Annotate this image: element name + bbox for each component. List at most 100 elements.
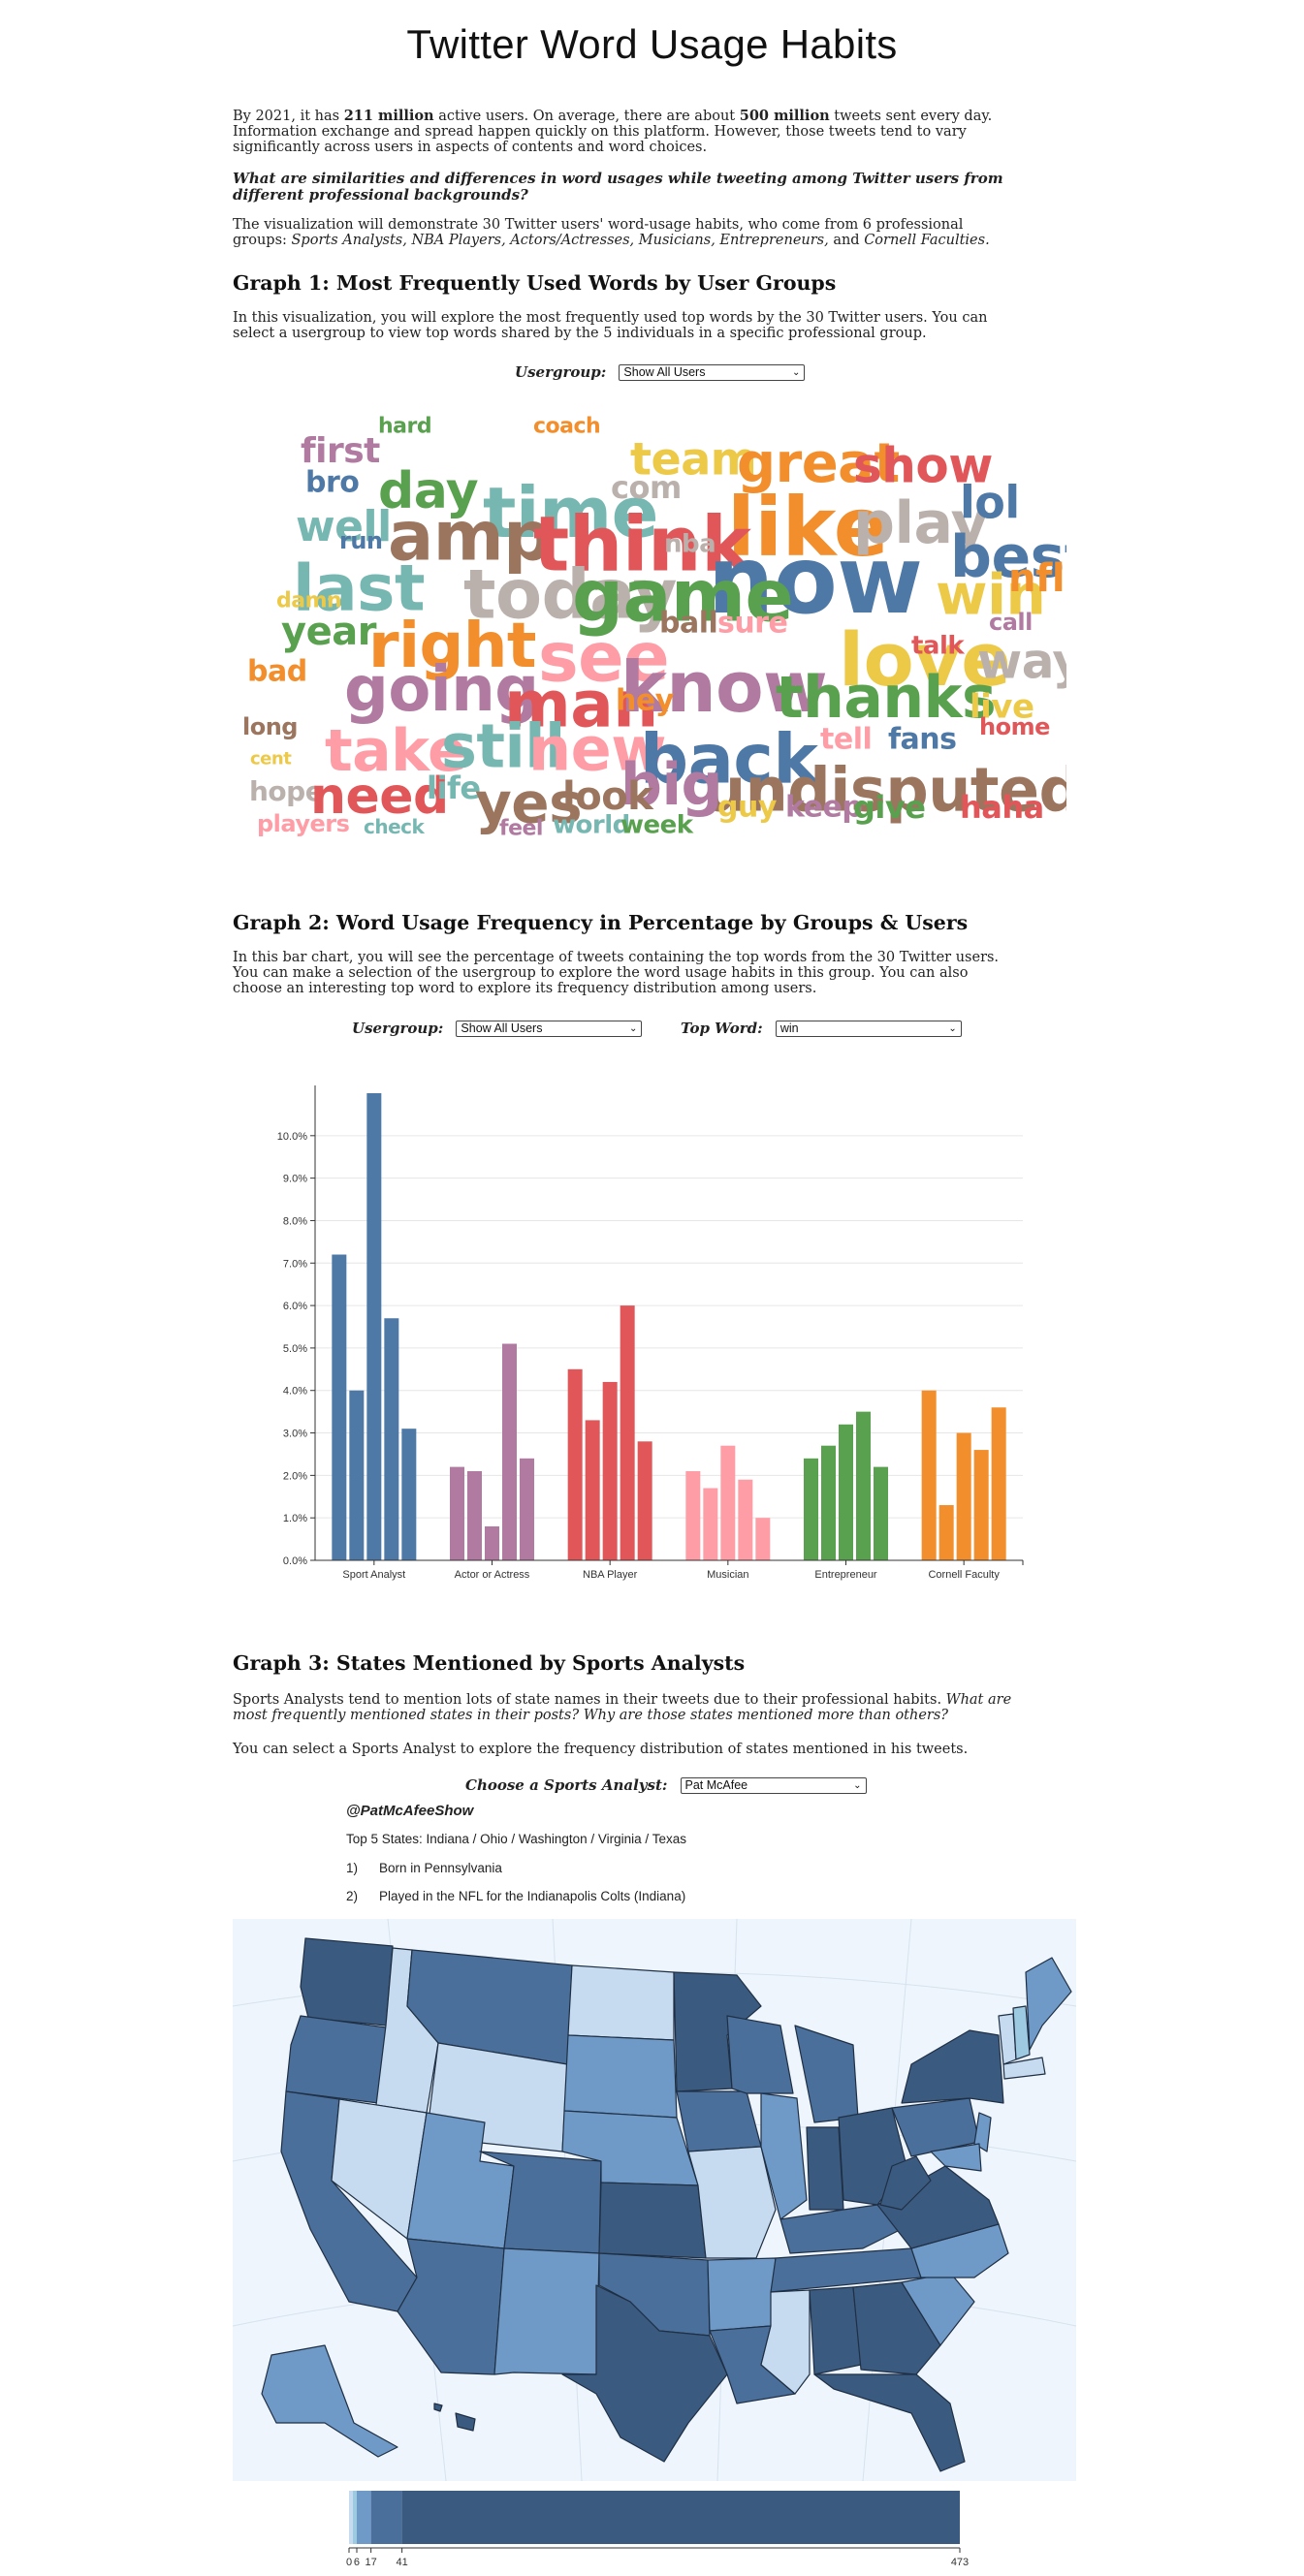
bar[interactable] — [366, 1093, 382, 1560]
cloud-word-hard: hard — [378, 415, 431, 439]
top-states: Top 5 States: Indiana / Ohio / Washingto… — [346, 1832, 686, 1846]
cloud-word-team: team — [630, 433, 756, 486]
y-tick-label: 6.0% — [283, 1301, 307, 1312]
analyst-handle: @PatMcAfeeShow — [346, 1803, 474, 1819]
cloud-word-talk: talk — [911, 632, 965, 661]
usergroup-select[interactable]: Show All Users ⌄ — [456, 1021, 643, 1037]
usergroup-select[interactable]: Show All Users ⌄ — [619, 364, 806, 381]
cloud-word-still: still — [441, 711, 565, 782]
cloud-word-players: players — [257, 810, 350, 837]
graph3-description: Sports Analysts tend to mention lots of … — [233, 1692, 1012, 1723]
topword-select[interactable]: win ⌄ — [775, 1021, 962, 1037]
graph3-heading: Graph 3: States Mentioned by Sports Anal… — [233, 1651, 746, 1675]
state-new-hampshire — [1012, 2005, 1031, 2060]
cloud-word-year: year — [281, 610, 377, 654]
bar[interactable] — [685, 1470, 701, 1560]
bar[interactable] — [821, 1445, 836, 1560]
bar[interactable] — [874, 1466, 888, 1560]
topword-label: Top Word: — [681, 1020, 763, 1037]
cloud-word-home: home — [979, 713, 1050, 740]
state-georgia — [852, 2281, 941, 2375]
bar[interactable] — [401, 1429, 417, 1560]
bar[interactable] — [755, 1518, 771, 1560]
bar[interactable] — [384, 1318, 399, 1560]
map-legend: 0 6 17 41 473 — [346, 2491, 969, 2568]
chevron-down-icon: ⌄ — [853, 1780, 862, 1791]
analyst-select[interactable]: Pat McAfee ⌄ — [680, 1777, 867, 1794]
cloud-word-nfl: nfl — [1008, 556, 1065, 601]
bar[interactable] — [485, 1525, 499, 1560]
bar[interactable] — [991, 1407, 1006, 1560]
cloud-word-haha: haha — [960, 789, 1044, 826]
bar[interactable] — [349, 1390, 365, 1560]
cloud-word-sure: sure — [717, 607, 787, 641]
state-new-jersey — [973, 2112, 992, 2152]
cloud-word-give: give — [853, 789, 925, 826]
state-michigan — [794, 2025, 859, 2123]
cloud-word-guy: guy — [717, 791, 778, 825]
bar[interactable] — [973, 1450, 989, 1560]
cloud-word-hey: hey — [616, 684, 675, 718]
state-texas — [561, 2284, 728, 2463]
bar[interactable] — [620, 1305, 635, 1560]
usergroup-label: Usergroup: — [352, 1020, 444, 1037]
bar[interactable] — [738, 1479, 753, 1560]
bar[interactable] — [567, 1368, 583, 1560]
bar[interactable] — [956, 1432, 971, 1560]
cloud-word-game: game — [572, 555, 793, 639]
note-item: 2) Played in the NFL for the Indianapolis… — [346, 1889, 686, 1903]
cloud-word-back: back — [640, 720, 819, 800]
usergroup-label: Usergroup: — [515, 363, 607, 381]
state-iowa — [676, 2090, 762, 2152]
cloud-word-think: think — [533, 502, 753, 589]
bar[interactable] — [921, 1390, 937, 1560]
legend-tick-label: 473 — [951, 2557, 969, 2568]
bar-chart: 0.0% 1.0% 2.0% 3.0% 4.0% 5.0% 6.0% 7.0% 8.0% 9.0%… — [277, 1085, 1024, 1581]
cloud-word-love: love — [839, 616, 1010, 703]
cloud-word-now: now — [708, 526, 922, 635]
bar[interactable] — [856, 1411, 871, 1560]
state-alaska — [261, 2344, 398, 2458]
bar[interactable] — [602, 1381, 618, 1560]
cloud-word-feel: feel — [499, 817, 543, 841]
bar[interactable] — [839, 1424, 853, 1560]
y-tick-label: 10.0% — [277, 1131, 307, 1143]
bar[interactable] — [467, 1470, 482, 1560]
cloud-word-know: know — [620, 646, 827, 728]
cloud-word-check: check — [364, 815, 426, 838]
cloud-word-way: way — [977, 634, 1066, 690]
y-tick-label: 7.0% — [283, 1258, 307, 1270]
bar[interactable] — [450, 1466, 464, 1560]
legend-band — [356, 2491, 371, 2544]
cloud-word-damn: damn — [276, 589, 341, 613]
cloud-word-win: win — [936, 562, 1045, 628]
cloud-word-hope: hope — [249, 775, 323, 807]
bar[interactable] — [804, 1458, 818, 1560]
note-item: 1) Born in Pennsylvania — [346, 1861, 502, 1875]
cloud-word-run: run — [339, 527, 383, 554]
intro-paragraph: By 2021, it has 211 million active users… — [233, 108, 993, 156]
bar[interactable] — [332, 1254, 347, 1560]
bar[interactable] — [585, 1420, 600, 1560]
cloud-word-great: great — [737, 432, 900, 495]
state-indiana — [806, 2126, 844, 2211]
cloud-word-right: right — [368, 611, 536, 682]
research-question: What are similarities and differences in… — [233, 170, 1003, 204]
bar[interactable] — [502, 1343, 517, 1560]
graph1-usergroup-control: Usergroup: Show All Users ⌄ — [515, 362, 806, 381]
cloud-word-see: see — [538, 618, 669, 698]
state-florida — [813, 2373, 966, 2472]
state-kansas — [598, 2182, 707, 2259]
bar[interactable] — [637, 1441, 652, 1560]
state-washington — [300, 1937, 394, 2026]
cloud-word-fans: fans — [888, 723, 957, 757]
bar[interactable] — [938, 1505, 954, 1560]
bar[interactable] — [703, 1488, 718, 1560]
bar[interactable] — [720, 1445, 736, 1560]
bar[interactable] — [520, 1458, 534, 1560]
cloud-word-like: like — [727, 480, 888, 575]
cloud-word-nba: nba — [664, 530, 716, 559]
y-tick-label: 4.0% — [283, 1386, 307, 1398]
cloud-word-keep: keep — [785, 791, 862, 825]
analyst-label: Choose a Sports Analyst: — [465, 1776, 668, 1794]
